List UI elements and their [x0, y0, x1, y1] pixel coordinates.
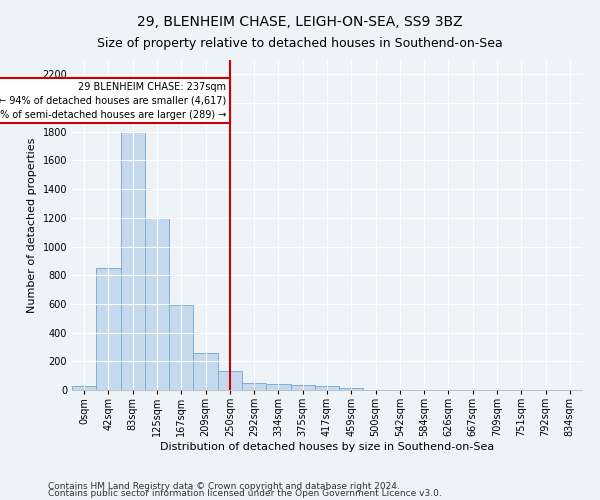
Text: 29 BLENHEIM CHASE: 237sqm
← 94% of detached houses are smaller (4,617)
6% of sem: 29 BLENHEIM CHASE: 237sqm ← 94% of detac…: [0, 82, 226, 120]
Bar: [315, 386, 339, 390]
Bar: [145, 218, 169, 390]
X-axis label: Distribution of detached houses by size in Southend-on-Sea: Distribution of detached houses by size …: [160, 442, 494, 452]
Bar: [339, 388, 364, 390]
Bar: [193, 352, 218, 390]
Bar: [169, 306, 193, 390]
Y-axis label: Number of detached properties: Number of detached properties: [27, 138, 37, 312]
Bar: [218, 372, 242, 390]
Text: 29, BLENHEIM CHASE, LEIGH-ON-SEA, SS9 3BZ: 29, BLENHEIM CHASE, LEIGH-ON-SEA, SS9 3B…: [137, 15, 463, 29]
Bar: [242, 383, 266, 390]
Bar: [121, 132, 145, 390]
Text: Contains HM Land Registry data © Crown copyright and database right 2024.: Contains HM Land Registry data © Crown c…: [48, 482, 400, 491]
Text: Contains public sector information licensed under the Open Government Licence v3: Contains public sector information licen…: [48, 489, 442, 498]
Bar: [72, 386, 96, 390]
Text: Size of property relative to detached houses in Southend-on-Sea: Size of property relative to detached ho…: [97, 38, 503, 51]
Bar: [290, 385, 315, 390]
Bar: [96, 268, 121, 390]
Bar: [266, 384, 290, 390]
